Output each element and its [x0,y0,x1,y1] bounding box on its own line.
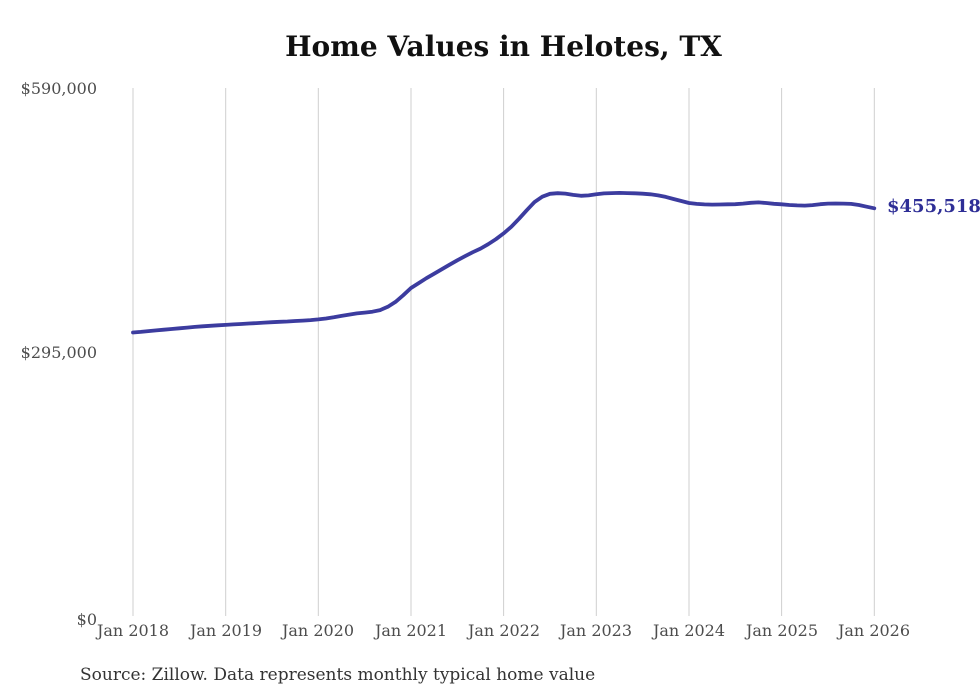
chart-title: Home Values in Helotes, TX [285,30,722,63]
x-tick-label: Jan 2023 [559,621,633,640]
x-tick-label: Jan 2026 [837,621,911,640]
price-line [131,191,877,335]
x-tick-label: Jan 2021 [374,621,448,640]
y-tick-label: $590,000 [20,79,97,98]
x-tick-label: Jan 2022 [467,621,541,640]
source-note: Source: Zillow. Data represents monthly … [80,665,596,685]
y-tick-label: $0 [76,610,97,629]
x-tick-label: Jan 2018 [96,621,170,640]
x-tick-label: Jan 2024 [652,621,726,640]
current-value-label: $455,518 [887,196,980,217]
y-tick-label: $295,000 [20,343,97,362]
x-tick-label: Jan 2019 [189,621,263,640]
x-tick-label: Jan 2025 [745,621,819,640]
x-tick-label: Jan 2020 [281,621,355,640]
gridlines-group [132,88,875,616]
